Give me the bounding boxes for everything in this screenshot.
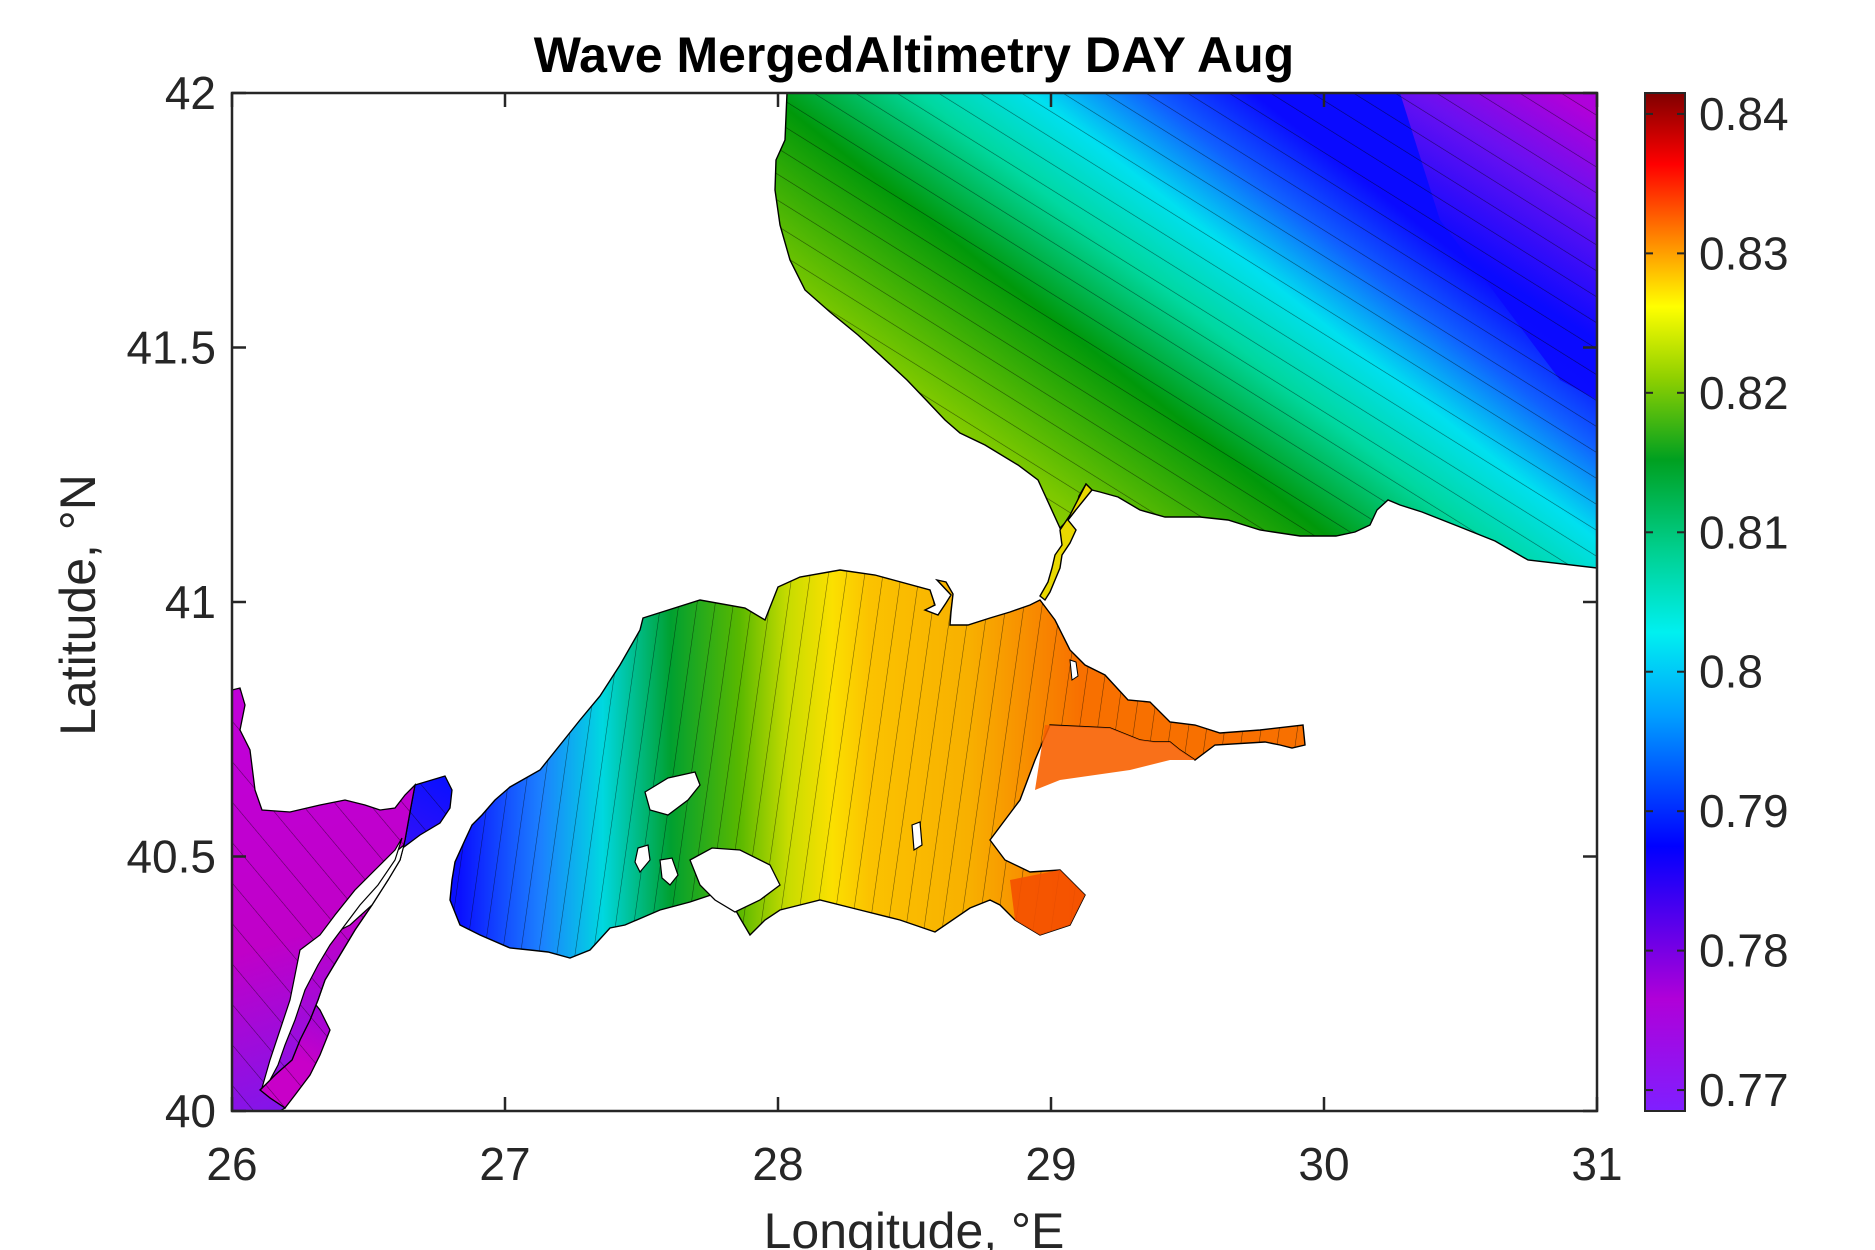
x-tick-label: 28 [752,1138,803,1190]
colorbar: 0.77 0.78 0.79 0.8 0.81 0.82 0.83 0.84 [1644,88,1789,1116]
colorbar-tick-label: 0.81 [1699,506,1789,558]
black-sea-region [774,93,1597,569]
x-tick-label: 30 [1298,1138,1349,1190]
bosphorus-strait [1039,482,1093,602]
y-axis-label: Latitude, °N [50,474,106,736]
colorbar-tick-label: 0.83 [1699,227,1789,279]
colorbar-tick-label: 0.79 [1699,785,1789,837]
y-tick-label: 42 [165,67,216,119]
marmara-sea-region [449,569,1306,959]
colorbar-tick-label: 0.84 [1699,88,1789,140]
colorbar-tick-label: 0.78 [1699,925,1789,977]
x-tick-label: 26 [206,1138,257,1190]
colorbar-gradient [1644,92,1686,1112]
colorbar-tick-label: 0.82 [1699,367,1789,419]
y-tick-label: 40.5 [126,831,216,883]
y-axis-tick-labels: 40 40.5 41 41.5 42 [126,67,216,1137]
x-axis-label: Longitude, °E [764,1203,1065,1250]
x-tick-label: 27 [479,1138,530,1190]
x-axis-ticks [230,93,1599,1111]
colorbar-ticks [1645,112,1685,1092]
y-axis-ticks [232,91,1597,1113]
y-tick-label: 40 [165,1085,216,1137]
colorbar-tick-label: 0.8 [1699,646,1763,698]
x-tick-label: 31 [1571,1138,1622,1190]
y-tick-label: 41.5 [126,322,216,374]
colorbar-tick-label: 0.77 [1699,1064,1789,1116]
aegean-region [232,687,417,1111]
chart-title: Wave MergedAltimetry DAY Aug [534,27,1294,83]
y-tick-label: 41 [165,576,216,628]
colorbar-tick-labels: 0.77 0.78 0.79 0.8 0.81 0.82 0.83 0.84 [1699,88,1789,1116]
x-tick-label: 29 [1025,1138,1076,1190]
x-axis-tick-labels: 26 27 28 29 30 31 [206,1138,1622,1190]
